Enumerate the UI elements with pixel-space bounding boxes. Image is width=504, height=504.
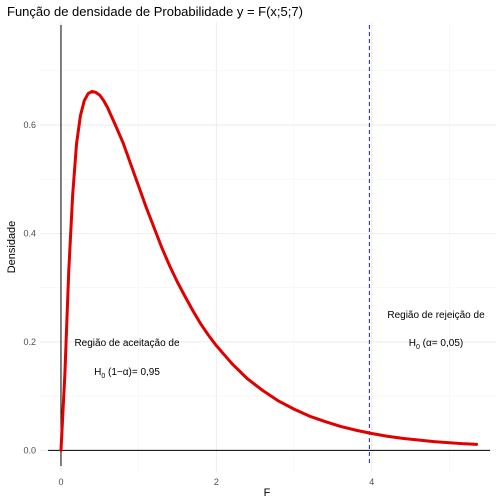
acceptance-region-label: Região de aceitação de xyxy=(74,338,180,349)
acceptance-h: H xyxy=(94,367,101,378)
x-tick-label: 0 xyxy=(58,477,63,487)
chart-title: Função de densidade de Probabilidade y =… xyxy=(7,4,303,19)
x-axis-label: F xyxy=(264,487,271,499)
y-tick-label: 0.2 xyxy=(23,337,36,347)
acceptance-formula-rest: (1−α)= 0,95 xyxy=(105,367,160,378)
acceptance-h-subscript: 0 xyxy=(101,373,105,380)
acceptance-region-formula: H0 (1−α)= 0,95 xyxy=(94,367,160,380)
rejection-h: H xyxy=(409,338,416,349)
rejection-h-subscript: 0 xyxy=(416,344,420,351)
y-axis-label: Densidade xyxy=(6,221,18,274)
axes xyxy=(48,25,490,466)
rejection-formula-rest: (α= 0,05) xyxy=(420,338,463,349)
rejection-region-formula: H0 (α= 0,05) xyxy=(409,338,463,351)
x-tick-label: 2 xyxy=(214,477,219,487)
y-tick-label: 0.4 xyxy=(23,228,36,238)
y-tick-label: 0.6 xyxy=(23,120,36,130)
y-tick-label: 0.0 xyxy=(23,445,36,455)
grid xyxy=(40,22,496,472)
density-curve xyxy=(59,89,479,452)
rejection-region-label: Região de rejeição de xyxy=(387,310,485,321)
x-tick-label: 4 xyxy=(369,477,374,487)
ticks: 0 2 4 0.0 0.2 0.4 0.6 xyxy=(23,120,374,487)
